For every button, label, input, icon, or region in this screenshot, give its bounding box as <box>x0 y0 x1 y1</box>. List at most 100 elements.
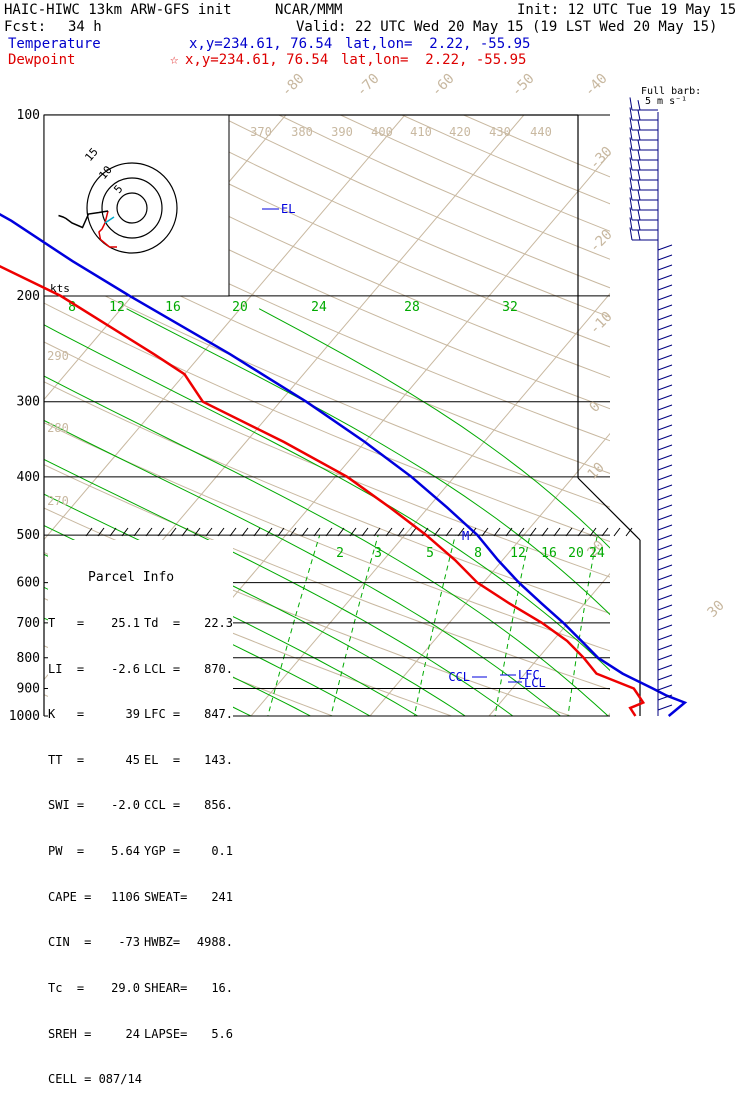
wind-barb-flag <box>657 264 673 271</box>
wind-barb-flag <box>637 150 641 161</box>
pressure-tick-label: 100 <box>17 108 40 123</box>
level-hatch <box>109 527 117 537</box>
parcel-info-row: SWI = -2.0 CCL = 856. <box>48 798 233 813</box>
fcst-label: Fcst: <box>4 19 47 35</box>
wind-barb-flag <box>657 314 673 321</box>
wind-barb-flag <box>637 210 641 221</box>
wind-barb-flag <box>637 230 641 241</box>
dry-adiabat <box>44 191 610 442</box>
level-hatch <box>301 527 309 537</box>
theta-label: 370 <box>250 125 272 139</box>
level-hatch <box>169 527 177 537</box>
wind-barb-flag <box>657 324 673 331</box>
level-hatch <box>457 527 465 537</box>
wind-barb-flag <box>657 704 673 711</box>
plot-corner-border <box>577 477 641 541</box>
wind-barb-flag <box>657 274 673 281</box>
isotherm-line <box>369 432 610 716</box>
dry-adiabat <box>44 155 610 410</box>
wind-barb-flag <box>637 120 641 131</box>
wind-barb-flag <box>629 167 633 181</box>
hodograph-trace <box>104 216 115 224</box>
parcel-info-row: PW = 5.64 YGP = 0.1 <box>48 844 233 859</box>
dry-adiabat <box>44 597 334 716</box>
parcel-info-row: Tc = 29.0 SHEAR= 16. <box>48 980 233 995</box>
wind-barb-flag <box>629 197 633 211</box>
isotherm-label: -50 <box>509 71 538 100</box>
level-hatch <box>577 527 585 537</box>
mixing-ratio-line <box>413 534 456 716</box>
level-hatch <box>397 527 405 537</box>
level-hatch <box>121 527 129 537</box>
wind-barb-flag <box>657 374 673 381</box>
pressure-tick-label: 300 <box>17 395 40 410</box>
wind-barb-flag <box>629 207 633 221</box>
model-title: HAIC-HIWC 13km ARW-GFS init <box>4 2 232 18</box>
level-hatch <box>289 527 297 537</box>
theta-label: 290 <box>47 349 69 363</box>
level-marker-label: CCL <box>448 670 470 684</box>
mixing-ratio-label: 28 <box>404 300 420 315</box>
mixing-ratio-label: 12 <box>109 300 125 315</box>
wind-barb-flag <box>657 614 673 621</box>
pressure-tick-label: 400 <box>17 470 40 485</box>
hodograph-ring <box>86 162 178 254</box>
wind-barb-flag <box>657 244 673 251</box>
org-label: NCAR/MMM <box>275 2 343 18</box>
isotherm-label: 0 <box>587 399 604 416</box>
isotherm-label: -70 <box>354 71 383 100</box>
wind-barb-flag <box>657 424 673 431</box>
moist-adiabat <box>44 324 610 672</box>
wind-barb-flag <box>637 190 641 201</box>
wind-barb-flag <box>657 394 673 401</box>
wind-barb-flag <box>657 354 673 361</box>
moist-adiabat <box>44 375 609 716</box>
wind-barb-flag <box>657 564 673 571</box>
wind-barb-flag <box>657 624 673 631</box>
mixing-ratio-label: 16 <box>541 546 557 561</box>
parcel-info-panel: Parcel Info T = 25.1 Td = 22.3 LI = -2.6 LCL … <box>48 540 233 1103</box>
isotherm-label: -80 <box>279 71 308 100</box>
pressure-tick-label: 1000 <box>9 709 40 724</box>
parcel-info-row: LI = -2.6 LCL = 870. <box>48 661 233 676</box>
dry-adiabat <box>340 115 610 232</box>
parcel-info-cell: CELL = 087/14 <box>48 1072 142 1087</box>
wind-barb-flag <box>657 524 673 531</box>
theta-label: 380 <box>291 125 313 139</box>
wind-barb-flag <box>657 364 673 371</box>
legend-dewpoint-latlon: lat,lon= 2.22, -55.95 <box>341 52 527 68</box>
wind-barb-flag <box>657 284 673 291</box>
plot-area <box>0 115 610 729</box>
level-hatch <box>409 527 417 537</box>
level-hatch <box>337 527 345 537</box>
mixing-ratio-line <box>330 534 379 716</box>
parcel-info-title: Parcel Info <box>88 570 175 586</box>
level-hatch <box>373 527 381 537</box>
mixing-ratio-label: 8 <box>68 300 76 315</box>
theta-label: 400 <box>371 125 393 139</box>
temperature-profile <box>0 212 688 717</box>
wind-barb-flag <box>657 504 673 511</box>
level-hatch <box>601 527 609 537</box>
dry-adiabat <box>0 115 5 729</box>
theta-label: 270 <box>47 494 69 508</box>
level-hatch <box>625 527 633 537</box>
barb-legend-line2: 5 m s⁻¹ <box>645 96 688 107</box>
legend-temperature-latlon: lat,lon= 2.22, -55.95 <box>345 36 531 52</box>
dry-adiabat <box>44 120 610 378</box>
level-hatch <box>229 527 237 537</box>
wind-barb-flag <box>657 534 673 541</box>
level-marker-label: M <box>462 529 469 543</box>
moist-adiabat <box>44 493 467 716</box>
pressure-tick-label: 600 <box>17 576 40 591</box>
level-hatch <box>493 527 501 537</box>
legend-dewpoint-xy: x,y=234.61, 76.54 <box>185 52 329 68</box>
level-hatch <box>589 527 597 537</box>
pressure-tick-label: 200 <box>17 289 40 304</box>
wind-barb-flag <box>657 554 673 561</box>
pressure-tick-label: 700 <box>17 616 40 631</box>
dry-adiabat <box>44 264 610 508</box>
isotherm-label: -40 <box>582 71 611 100</box>
wind-barb-flag <box>629 137 633 151</box>
theta-label: 440 <box>530 125 552 139</box>
